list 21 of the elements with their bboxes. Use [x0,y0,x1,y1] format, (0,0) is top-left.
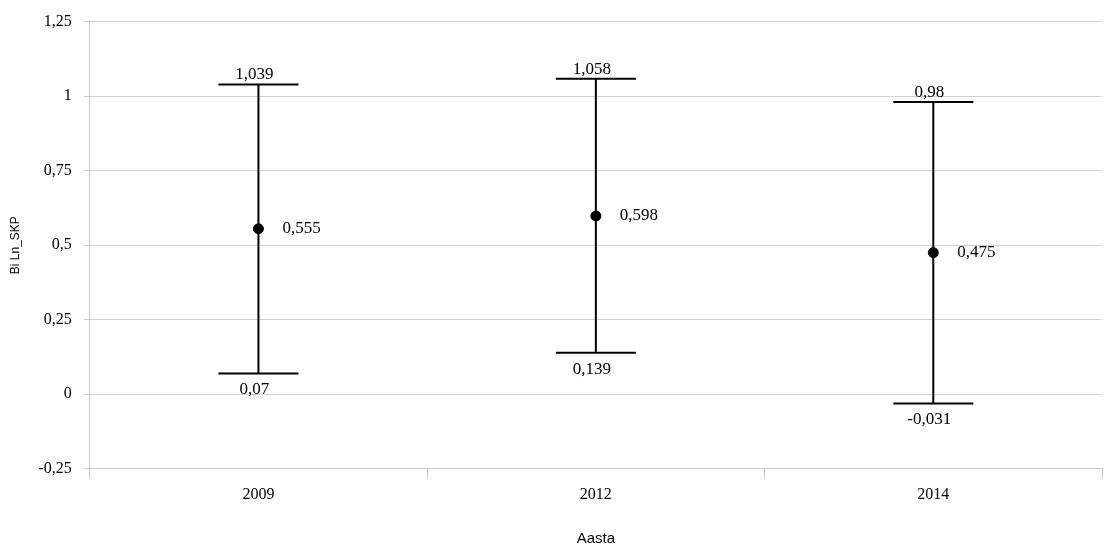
annotation: 1,058 [572,58,611,78]
data-label: 0,598 [619,205,659,225]
annotation: 1,039 [235,64,274,84]
annotation: 0,139 [572,358,611,378]
y-tick-label: 0,5 [51,235,72,253]
x-axis-title: Aasta [576,529,616,547]
x-tick-label: 2012 [579,484,612,502]
y-tick-label: 0,75 [43,160,72,178]
x-tick-label: 2009 [242,484,275,502]
y-tick-label: 0 [63,384,72,402]
y-tick-label: 1,25 [43,11,72,29]
annotation: 0,07 [239,379,270,399]
y-tick-label: 0,25 [43,309,72,327]
x-tick-label: 2014 [917,484,950,502]
data-label: 0,475 [957,242,996,262]
annotation: -0,031 [907,409,952,429]
data-label: 0,555 [282,218,321,238]
y-axis-title: Bi Ln_SKP [7,216,22,275]
y-tick-label: -0,25 [38,459,72,476]
annotation: 0,98 [914,82,945,102]
y-tick-label: 1 [63,86,72,104]
